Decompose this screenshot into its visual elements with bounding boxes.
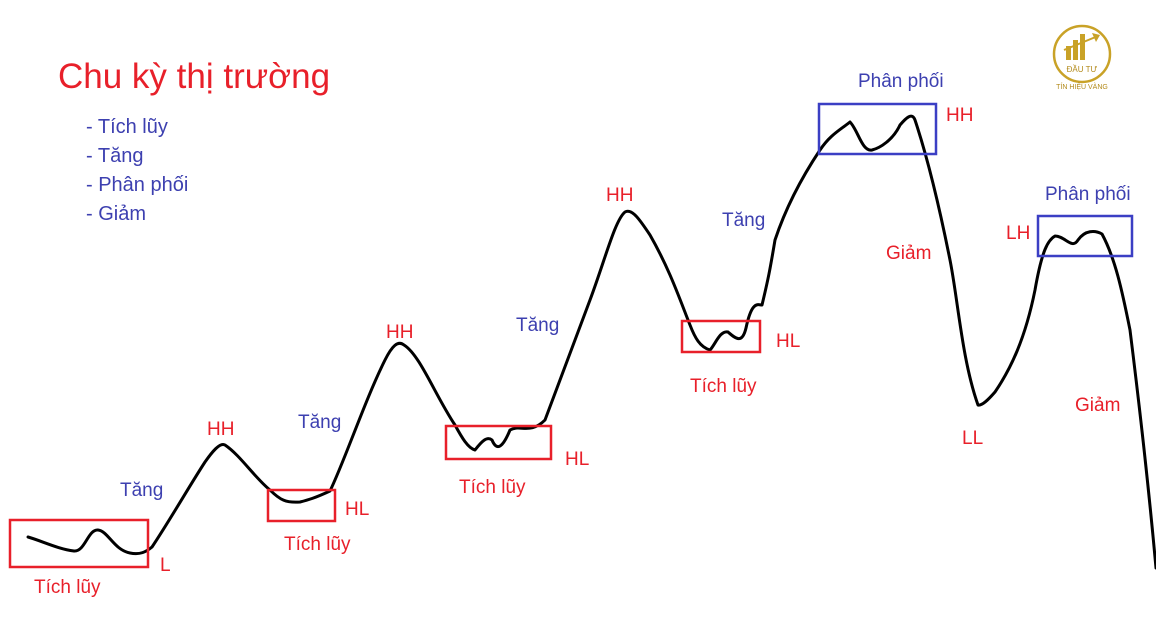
red-labels: Tích lũy L HH Tích lũy HL HH Tích lũy HL… <box>34 105 1120 598</box>
accumulation-box <box>266 488 337 523</box>
label-higher-high: HH <box>207 419 234 440</box>
label-higher-high: HH <box>606 185 633 206</box>
legend-item-accumulation: - Tích lũy <box>86 116 168 138</box>
accumulation-box <box>680 319 762 354</box>
label-lower-high: LH <box>1006 223 1030 244</box>
accumulation-box <box>8 518 150 569</box>
distribution-zones <box>817 102 1134 258</box>
label-accumulation: Tích lũy <box>284 534 351 555</box>
label-uptrend: Tăng <box>516 315 559 336</box>
accumulation-zones <box>8 319 762 569</box>
legend-item-distribution: - Phân phối <box>86 174 188 196</box>
logo-bar-icon <box>1080 34 1085 60</box>
brand-logo: ĐẦU TƯ TÍN HIỆU VÀNG <box>1052 24 1112 91</box>
price-curve <box>26 114 1156 570</box>
label-accumulation: Tích lũy <box>690 376 757 397</box>
label-higher-low: HL <box>776 331 800 352</box>
label-higher-low: HL <box>345 499 369 520</box>
distribution-box <box>1036 214 1134 258</box>
label-distribution: Phân phối <box>858 71 944 92</box>
label-lower-low: LL <box>962 428 983 449</box>
label-distribution: Phân phối <box>1045 184 1131 205</box>
label-uptrend: Tăng <box>120 480 163 501</box>
label-higher-high: HH <box>946 105 973 126</box>
label-uptrend: Tăng <box>722 210 765 231</box>
logo-arrowhead-icon <box>1092 33 1100 42</box>
label-low: L <box>160 555 171 576</box>
legend-item-downtrend: - Giảm <box>86 203 146 225</box>
logo-text-line2: TÍN HIỆU VÀNG <box>1056 82 1108 91</box>
logo-text-line1: ĐẦU TƯ <box>1067 64 1098 74</box>
distribution-box <box>817 102 938 156</box>
logo-bar-icon <box>1073 40 1078 60</box>
label-higher-high: HH <box>386 322 413 343</box>
legend: - Tích lũy - Tăng - Phân phối - Giảm <box>86 116 188 225</box>
label-higher-low: HL <box>565 449 589 470</box>
diagram-title: Chu kỳ thị trường <box>58 57 330 96</box>
label-downtrend: Giảm <box>886 243 931 264</box>
accumulation-box <box>444 424 553 461</box>
label-downtrend: Giảm <box>1075 395 1120 416</box>
label-accumulation: Tích lũy <box>34 577 101 598</box>
logo-bar-icon <box>1066 46 1071 60</box>
logo-ring-icon <box>1052 24 1112 84</box>
logo-arrow-icon <box>1063 35 1099 51</box>
blue-labels: Tăng Tăng Tăng Tăng Phân phối Phân phối <box>120 71 1131 501</box>
label-uptrend: Tăng <box>298 412 341 433</box>
legend-item-uptrend: - Tăng <box>86 145 143 167</box>
label-accumulation: Tích lũy <box>459 477 526 498</box>
